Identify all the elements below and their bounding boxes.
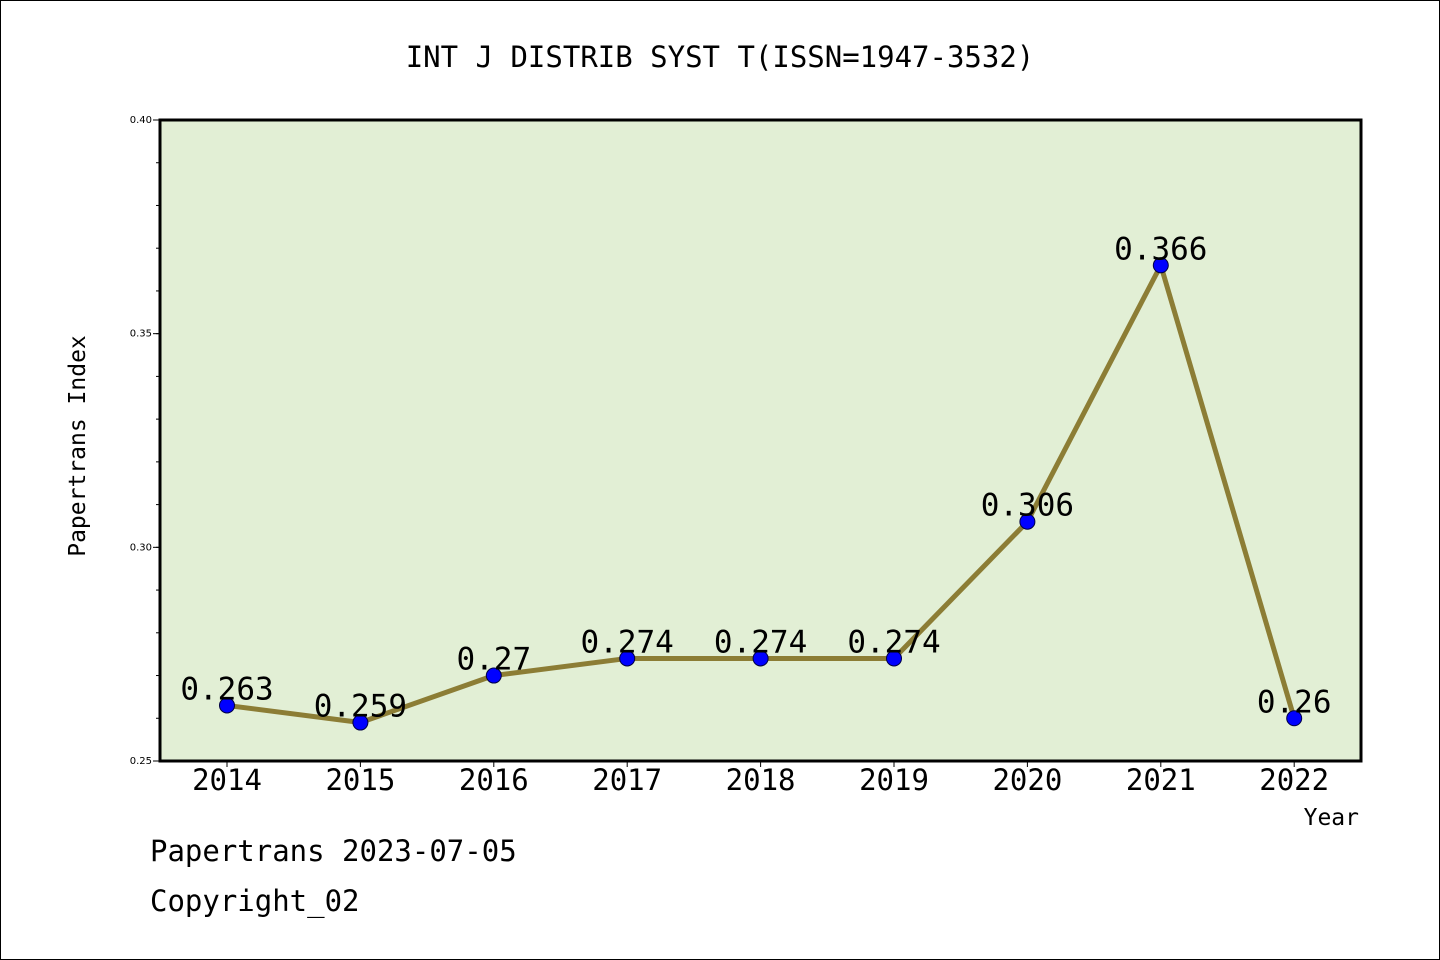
y-tick-label: 0.25 [130,756,152,767]
footer-copyright-text: Copyright_02 [150,884,360,918]
data-label: 0.27 [456,642,531,678]
data-point-marker [1152,257,1169,274]
data-label: 0.274 [714,624,807,660]
data-point-marker [352,714,369,731]
data-point-marker [1286,710,1303,727]
data-point-marker [752,650,769,667]
x-tick-label: 2018 [726,763,796,797]
data-point-marker [219,697,235,714]
x-tick-label: 2020 [992,763,1062,797]
y-tick-label: 0.40 [130,115,152,126]
y-axis-label: Papertrans Index [65,335,91,557]
data-label: 0.26 [1257,684,1332,720]
data-label: 0.259 [314,689,407,725]
data-label: 0.263 [180,671,273,707]
x-tick-label: 2017 [592,763,662,797]
data-point-marker [485,667,502,684]
y-axis-ticks: 0.25 0.30 0.35 0.40 [130,115,160,767]
data-labels: 0.263 0.259 0.27 0.274 0.274 0.274 0.306 0.366 0… [180,231,1331,724]
plot-border [158,118,1363,763]
x-tick-label: 2022 [1259,763,1329,797]
x-tick-label: 2019 [859,763,929,797]
x-tick-label: 2015 [325,763,395,797]
data-point-marker [886,650,902,667]
y-tick-label: 0.30 [130,542,152,553]
chart-title: INT J DISTRIB SYST T(ISSN=1947-3532) [406,40,1035,74]
footer-date-text: Papertrans 2023-07-05 [150,834,517,868]
data-label: 0.274 [581,624,674,660]
x-tick-label: 2021 [1126,763,1196,797]
data-label: 0.306 [981,488,1074,524]
x-axis-label: Year [1304,805,1359,831]
data-label: 0.366 [1114,231,1207,267]
data-point-marker [619,650,636,667]
y-tick-label: 0.35 [130,329,152,340]
x-tick-label: 2014 [192,763,262,797]
x-axis-ticks: 2014 2015 2016 2017 2018 2019 2020 2021 2022 [192,761,1329,797]
data-point-marker [1019,513,1036,530]
data-markers [219,257,1303,731]
x-tick-label: 2016 [459,763,529,797]
data-label: 0.274 [847,624,940,660]
